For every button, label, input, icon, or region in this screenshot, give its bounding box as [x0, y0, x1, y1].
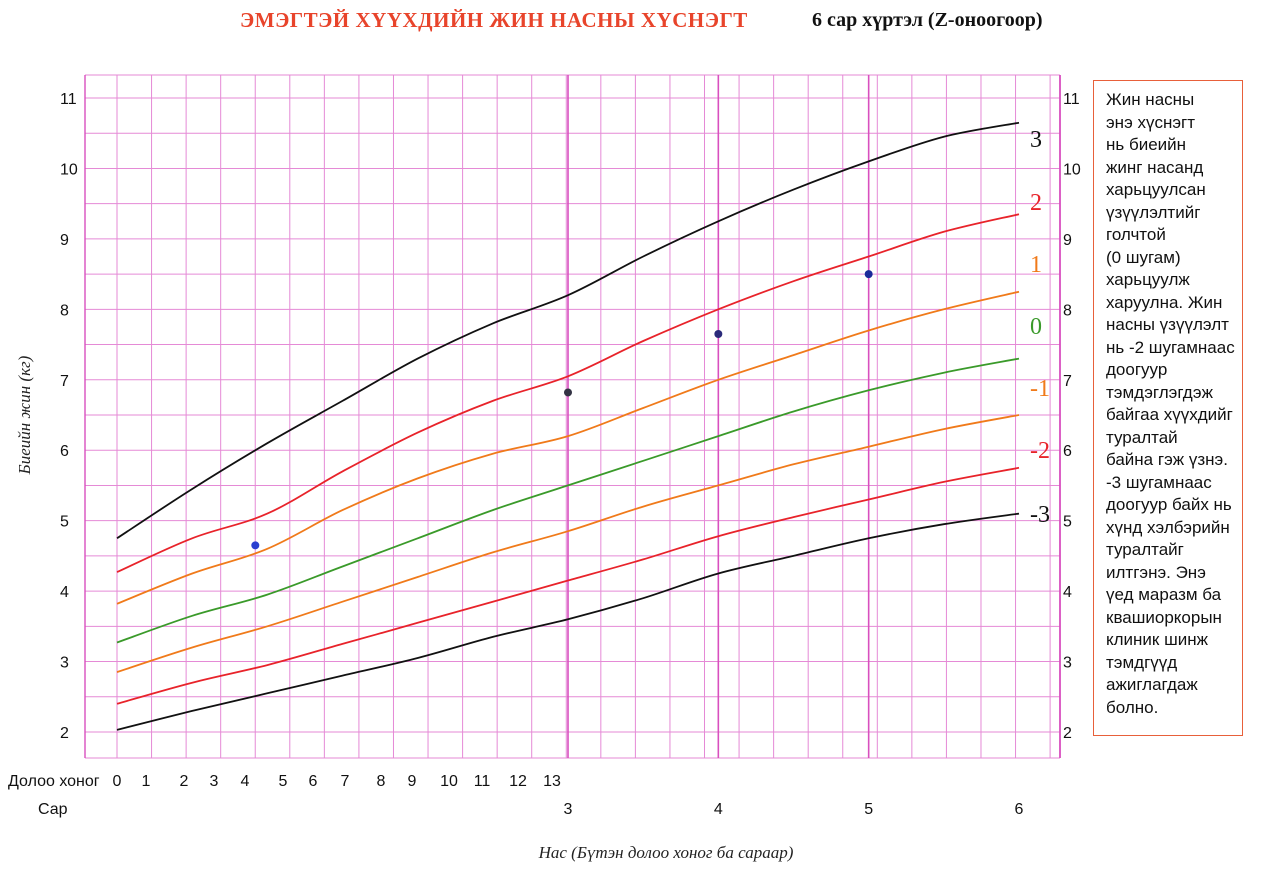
- y-tick-left: 3: [60, 655, 69, 672]
- z-line-2: [116, 213, 1020, 573]
- x-month-tick: 3: [564, 801, 573, 818]
- y-tick-left: 11: [60, 91, 77, 108]
- x-week-tick: 0: [113, 773, 122, 790]
- x-axis-title: Нас (Бүтэн долоо хоног ба сараар): [538, 843, 794, 862]
- note-line: харьцуулсан: [1106, 180, 1206, 199]
- note-line: тэмдгүүд: [1106, 652, 1178, 672]
- note-line: харьцуулж: [1106, 270, 1190, 289]
- y-tick-left: 4: [60, 584, 69, 601]
- note-line: үзүүлэлтийг: [1106, 202, 1201, 222]
- x-month-tick: 5: [864, 801, 873, 818]
- y-tick-right: 3: [1063, 655, 1072, 672]
- chart-subtitle: 6 сар хүртэл (Z-оноогоор): [812, 9, 1043, 31]
- z-label-3: 3: [1030, 127, 1042, 153]
- note-line: хүнд хэлбэрийн: [1106, 517, 1230, 537]
- x-month-tick: 4: [714, 801, 723, 818]
- note-line: энэ хүснэгт: [1106, 112, 1196, 132]
- x-week-tick: 12: [509, 773, 527, 790]
- y-tick-left: 2: [60, 725, 69, 742]
- z-label--3: -3: [1030, 502, 1050, 528]
- y-tick-right: 5: [1063, 514, 1072, 531]
- note-line: туралтайг: [1106, 540, 1184, 559]
- measurement-point: [864, 270, 873, 279]
- z-line-0: [116, 357, 1020, 644]
- z-line-3: [116, 121, 1020, 540]
- chart-grid: [84, 74, 1061, 759]
- note-line: квашиоркорын: [1106, 607, 1222, 627]
- measurement-point: [564, 388, 572, 397]
- note-line: (0 шугам): [1106, 247, 1181, 267]
- z-label--1: -1: [1030, 376, 1050, 402]
- note-line: голчтой: [1106, 225, 1166, 244]
- y-tick-left: 10: [60, 161, 78, 178]
- note-line: жинг насанд: [1106, 157, 1204, 177]
- z-label-0: 0: [1030, 314, 1042, 340]
- z-label--2: -2: [1030, 438, 1050, 464]
- x-week-tick: 10: [440, 773, 458, 790]
- x-week-tick: 13: [543, 773, 561, 790]
- x-week-tick: 2: [180, 773, 189, 790]
- note-line: нь биеийн: [1106, 135, 1187, 154]
- x-week-tick: 7: [341, 773, 350, 790]
- note-line: байгаа хүүхдийг: [1106, 405, 1233, 424]
- y-tick-left: 8: [60, 302, 69, 319]
- y-tick-right: 10: [1063, 161, 1081, 178]
- explanation-note: Жин насны энэ хүснэгт нь биеийн жинг насанд…: [1093, 80, 1243, 736]
- note-line: -3 шугамнаас: [1106, 472, 1212, 492]
- x-week-tick: 8: [377, 773, 386, 790]
- note-line: насны үзүүлэлт: [1106, 315, 1229, 334]
- y-axis-title: Биеийн жин (кг): [15, 355, 34, 475]
- z-label-1: 1: [1030, 252, 1042, 278]
- note-line: тэмдэглэгдэж: [1106, 382, 1213, 402]
- measurement-points: [251, 270, 873, 550]
- measurement-point: [251, 541, 260, 550]
- note-line: Жин насны: [1106, 90, 1195, 109]
- y-tick-right: 11: [1063, 91, 1080, 108]
- x-week-tick: 9: [408, 773, 417, 790]
- z-line--2: [116, 466, 1020, 705]
- x-row-label-months: Сар: [38, 801, 68, 818]
- z-line-1: [116, 290, 1020, 605]
- note-line: ажиглагдаж: [1106, 675, 1198, 694]
- note-line: доогуур: [1106, 360, 1168, 379]
- note-line: доогуур байх нь: [1106, 495, 1232, 514]
- z-line--3: [116, 512, 1020, 731]
- note-line: байна гэж үзнэ.: [1106, 450, 1228, 469]
- x-week-tick: 1: [142, 773, 151, 790]
- x-row-label-weeks: Долоо хоног: [8, 773, 100, 790]
- y-tick-left: 9: [60, 232, 69, 249]
- note-line: болно.: [1106, 697, 1159, 717]
- y-tick-right: 7: [1063, 373, 1072, 390]
- x-week-tick: 5: [279, 773, 288, 790]
- y-tick-right: 6: [1063, 443, 1072, 460]
- note-line: туралтай: [1106, 427, 1178, 447]
- z-label-2: 2: [1030, 190, 1042, 216]
- x-week-tick: 3: [210, 773, 219, 790]
- y-tick-left: 6: [60, 443, 69, 460]
- chart-title: ЭМЭГТЭЙ ХҮҮХДИЙН ЖИН НАСНЫ ХҮСНЭГТ: [240, 8, 748, 32]
- y-tick-right: 4: [1063, 584, 1072, 601]
- z-line--1: [116, 414, 1020, 673]
- note-line: нь -2 шугамнаас: [1106, 337, 1235, 357]
- note-line: харуулна. Жин: [1106, 292, 1223, 312]
- x-week-tick: 11: [474, 773, 491, 790]
- y-tick-right: 9: [1063, 232, 1072, 249]
- note-line: клиник шинж: [1106, 630, 1208, 649]
- x-month-tick: 6: [1015, 801, 1024, 818]
- y-tick-left: 7: [60, 373, 69, 390]
- measurement-point: [714, 329, 723, 338]
- x-week-tick: 4: [241, 773, 250, 790]
- note-line: илтгэнэ. Энэ: [1106, 562, 1206, 582]
- y-tick-right: 2: [1063, 725, 1072, 742]
- x-week-tick: 6: [309, 773, 318, 790]
- y-tick-left: 5: [60, 514, 69, 531]
- note-line: үед маразм ба: [1106, 585, 1222, 604]
- y-tick-right: 8: [1063, 302, 1072, 319]
- z-score-lines: [116, 121, 1020, 731]
